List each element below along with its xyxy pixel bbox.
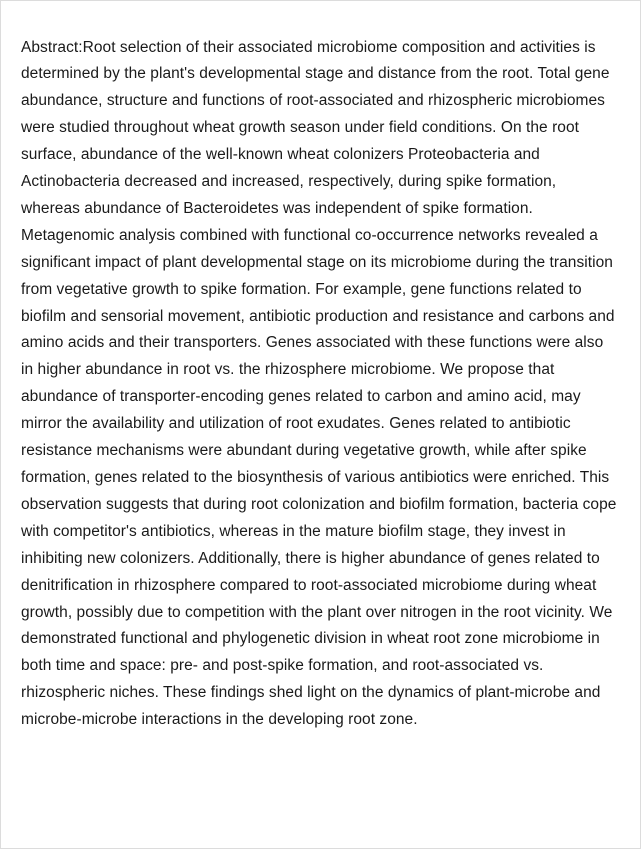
abstract-body: Root selection of their associated micro… bbox=[21, 39, 616, 729]
document-page: Abstract:Root selection of their associa… bbox=[0, 0, 641, 849]
abstract-paragraph: Abstract:Root selection of their associa… bbox=[21, 35, 618, 735]
abstract-label: Abstract: bbox=[21, 39, 83, 56]
